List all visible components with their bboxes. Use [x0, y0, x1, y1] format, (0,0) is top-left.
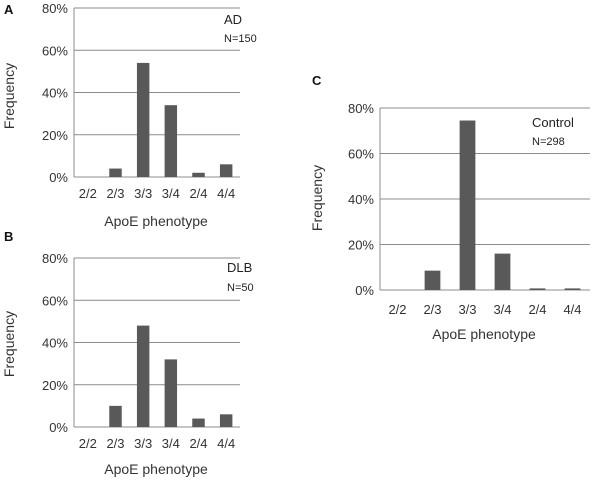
- y-tick-label: 0%: [49, 420, 68, 435]
- x-tick-label: 3/4: [162, 186, 180, 201]
- y-tick-label: 60%: [348, 147, 374, 162]
- panel-letter: B: [4, 229, 13, 244]
- x-tick-label: 2/4: [189, 186, 207, 201]
- bar-2-3: [109, 168, 122, 177]
- y-tick-label: 80%: [42, 251, 68, 266]
- y-tick-label: 20%: [42, 128, 68, 143]
- bar-2-3: [109, 405, 122, 427]
- y-axis-title: Frequency: [1, 63, 17, 129]
- x-tick-label: 2/3: [423, 302, 441, 317]
- group-label: AD: [224, 12, 242, 27]
- panel-letter: C: [312, 73, 322, 88]
- x-axis-title: ApoE phenotype: [104, 213, 208, 229]
- x-tick-label: 2/4: [528, 302, 546, 317]
- bar-3-4: [494, 253, 511, 290]
- bar-2-4: [192, 172, 205, 177]
- panel-b: B Frequency ApoE phenotype DLB N=50 0% 20…: [1, 229, 254, 477]
- bar-2-4: [529, 288, 546, 290]
- x-tick-label: 2/3: [106, 436, 124, 451]
- x-tick-label: 3/4: [162, 436, 180, 451]
- sample-size-label: N=150: [224, 33, 257, 45]
- x-tick-label: 4/4: [217, 186, 235, 201]
- y-tick-label: 80%: [42, 1, 68, 16]
- x-tick-label: 2/2: [79, 186, 97, 201]
- x-tick-label: 2/2: [388, 302, 406, 317]
- panel-a: A Frequency ApoE phenotype AD N=150 0% 20…: [1, 1, 257, 229]
- group-label: Control: [532, 115, 574, 130]
- y-tick-label: 80%: [348, 101, 374, 116]
- bar-3-3: [459, 120, 476, 290]
- bar-2-3: [424, 270, 441, 290]
- bar-4-4: [564, 288, 581, 290]
- y-axis-title: Frequency: [309, 165, 325, 231]
- y-tick-label: 60%: [42, 293, 68, 308]
- x-tick-label: 2/3: [106, 186, 124, 201]
- y-axis-title: Frequency: [1, 311, 17, 377]
- bar-4-4: [219, 164, 233, 177]
- bar-3-4: [164, 105, 178, 177]
- y-tick-label: 0%: [355, 283, 374, 298]
- bar-3-3: [136, 62, 150, 177]
- x-tick-label: 3/3: [134, 436, 152, 451]
- sample-size-label: N=298: [532, 136, 565, 148]
- x-axis-title: ApoE phenotype: [104, 461, 208, 477]
- panel-c: C Frequency ApoE phenotype Control N=298…: [309, 73, 590, 342]
- x-tick-label: 2/4: [189, 436, 207, 451]
- x-tick-label: 2/2: [79, 436, 97, 451]
- x-tick-label: 4/4: [563, 302, 581, 317]
- sample-size-label: N=50: [227, 282, 254, 294]
- y-tick-label: 60%: [42, 43, 68, 58]
- y-tick-label: 20%: [348, 238, 374, 253]
- x-tick-label: 3/3: [458, 302, 476, 317]
- bar-4-4: [219, 414, 233, 427]
- y-tick-label: 0%: [49, 170, 68, 185]
- panel-letter: A: [4, 2, 14, 17]
- y-tick-label: 40%: [42, 336, 68, 351]
- bar-3-3: [136, 325, 150, 427]
- x-tick-label: 4/4: [217, 436, 235, 451]
- y-tick-label: 40%: [348, 192, 374, 207]
- bar-3-4: [164, 359, 178, 427]
- y-tick-label: 40%: [42, 86, 68, 101]
- y-tick-label: 20%: [42, 378, 68, 393]
- x-tick-label: 3/4: [493, 302, 511, 317]
- bar-2-4: [192, 418, 205, 427]
- x-axis-title: ApoE phenotype: [432, 326, 536, 342]
- group-label: DLB: [227, 260, 252, 275]
- x-tick-label: 3/3: [134, 186, 152, 201]
